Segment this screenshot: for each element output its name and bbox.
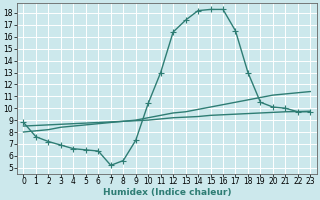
X-axis label: Humidex (Indice chaleur): Humidex (Indice chaleur) <box>103 188 231 197</box>
